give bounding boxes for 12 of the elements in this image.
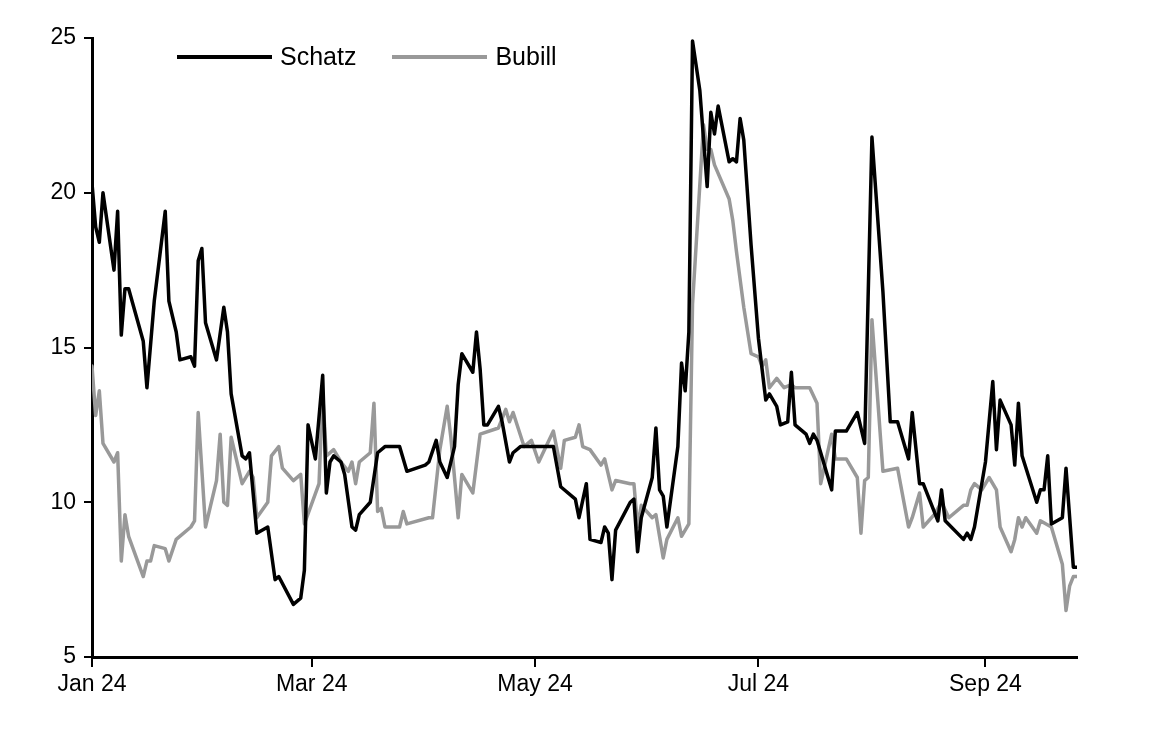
- x-tick-label: Mar 24: [275, 670, 348, 697]
- y-tick-label: 25: [50, 23, 76, 50]
- x-tick-label: Jan 24: [57, 670, 127, 697]
- y-tick-label: 5: [63, 642, 76, 669]
- legend-label: Schatz: [280, 42, 357, 71]
- x-tick-label: May 24: [497, 670, 573, 697]
- y-tick-label: 20: [50, 178, 76, 205]
- x-tick-label: Sep 24: [949, 670, 1023, 697]
- y-tick-label: 10: [50, 487, 76, 514]
- y-tick-label: 15: [50, 332, 76, 359]
- x-tick-label: Jul 24: [727, 670, 790, 697]
- legend-label: Bubill: [495, 42, 557, 71]
